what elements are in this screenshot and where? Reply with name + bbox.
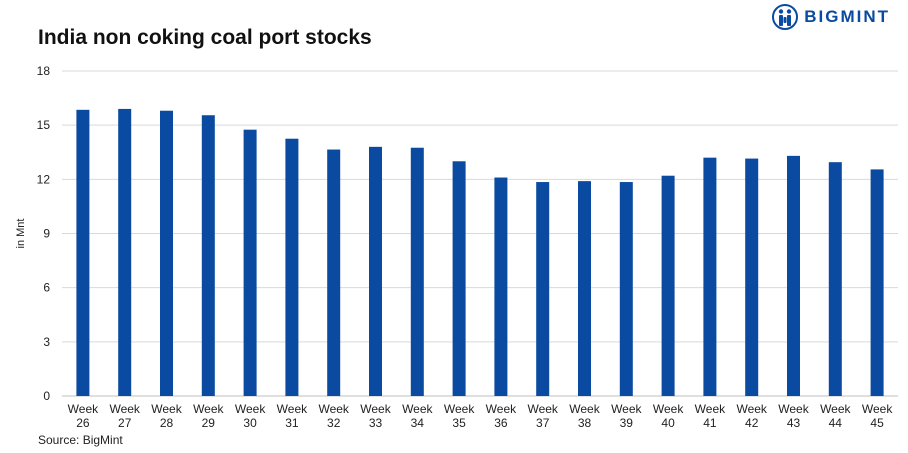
x-tick-label: 32 [327,416,341,430]
bar [118,108,132,397]
y-tick-label: 0 [43,389,50,403]
bar [828,162,842,396]
bigmint-logo: BIGMINT [772,4,890,30]
bigmint-logo-text: BIGMINT [804,7,890,26]
bar [661,175,675,396]
bar [787,155,800,396]
bar [578,181,591,396]
bar [494,177,508,396]
x-tick-label: 37 [536,416,550,430]
x-tick-label: 34 [411,416,425,430]
x-tick-label: Week [820,402,851,416]
x-tick-label: 30 [243,416,257,430]
bar [703,157,717,396]
bigmint-logo-icon [772,4,799,30]
bar [76,109,90,396]
bar [243,129,257,397]
x-tick-label: Week [193,402,224,416]
x-tick-label: Week [68,402,99,416]
x-tick-label: Week [318,402,349,416]
x-tick-label: 43 [787,416,801,430]
x-tick-label: Week [402,402,433,416]
x-tick-label: Week [862,402,893,416]
x-tick-label: Week [277,402,308,416]
x-tick-label: 45 [870,416,884,430]
x-tick-label: 36 [494,416,508,430]
x-tick-label: 28 [160,416,174,430]
bar [536,182,550,396]
y-tick-label: 15 [37,118,51,132]
x-tick-label: Week [695,402,726,416]
x-tick-label: 27 [118,416,132,430]
x-tick-label: Week [360,402,391,416]
x-tick-label: 44 [829,416,843,430]
y-tick-label: 12 [37,172,51,186]
x-tick-label: 42 [745,416,759,430]
bar [327,149,341,396]
y-tick-label: 9 [43,227,50,241]
bar [201,115,215,396]
y-tick-label: 3 [43,335,50,349]
x-tick-label: Week [109,402,140,416]
bar [619,182,633,396]
x-tick-label: 40 [661,416,675,430]
bar [410,147,424,396]
x-tick-label: 29 [202,416,216,430]
y-tick-label: 18 [37,64,51,78]
bar [285,138,299,397]
x-tick-label: 35 [452,416,466,430]
x-tick-label: Week [444,402,475,416]
x-tick-label: 41 [703,416,717,430]
x-tick-label: Week [569,402,600,416]
bar [452,161,466,396]
chart-title: India non coking coal port stocks [38,26,372,49]
x-tick-label: Week [151,402,182,416]
x-tick-label: Week [736,402,767,416]
bar [870,169,884,396]
y-axis-label: in Mnt [15,219,27,249]
x-tick-label: Week [653,402,684,416]
source-note: Source: BigMint [38,433,123,447]
x-tick-label: 31 [285,416,299,430]
x-tick-label: Week [527,402,558,416]
x-tick-label: 38 [578,416,592,430]
x-tick-label: 33 [369,416,383,430]
x-tick-label: Week [611,402,642,416]
bar [369,146,382,396]
x-tick-label: Week [235,402,266,416]
x-tick-label: Week [778,402,809,416]
x-tick-label: 26 [76,416,90,430]
bar [745,158,759,396]
x-tick-label: Week [486,402,517,416]
bar [160,110,173,396]
x-tick-label: 39 [620,416,634,430]
y-tick-label: 6 [43,281,50,295]
